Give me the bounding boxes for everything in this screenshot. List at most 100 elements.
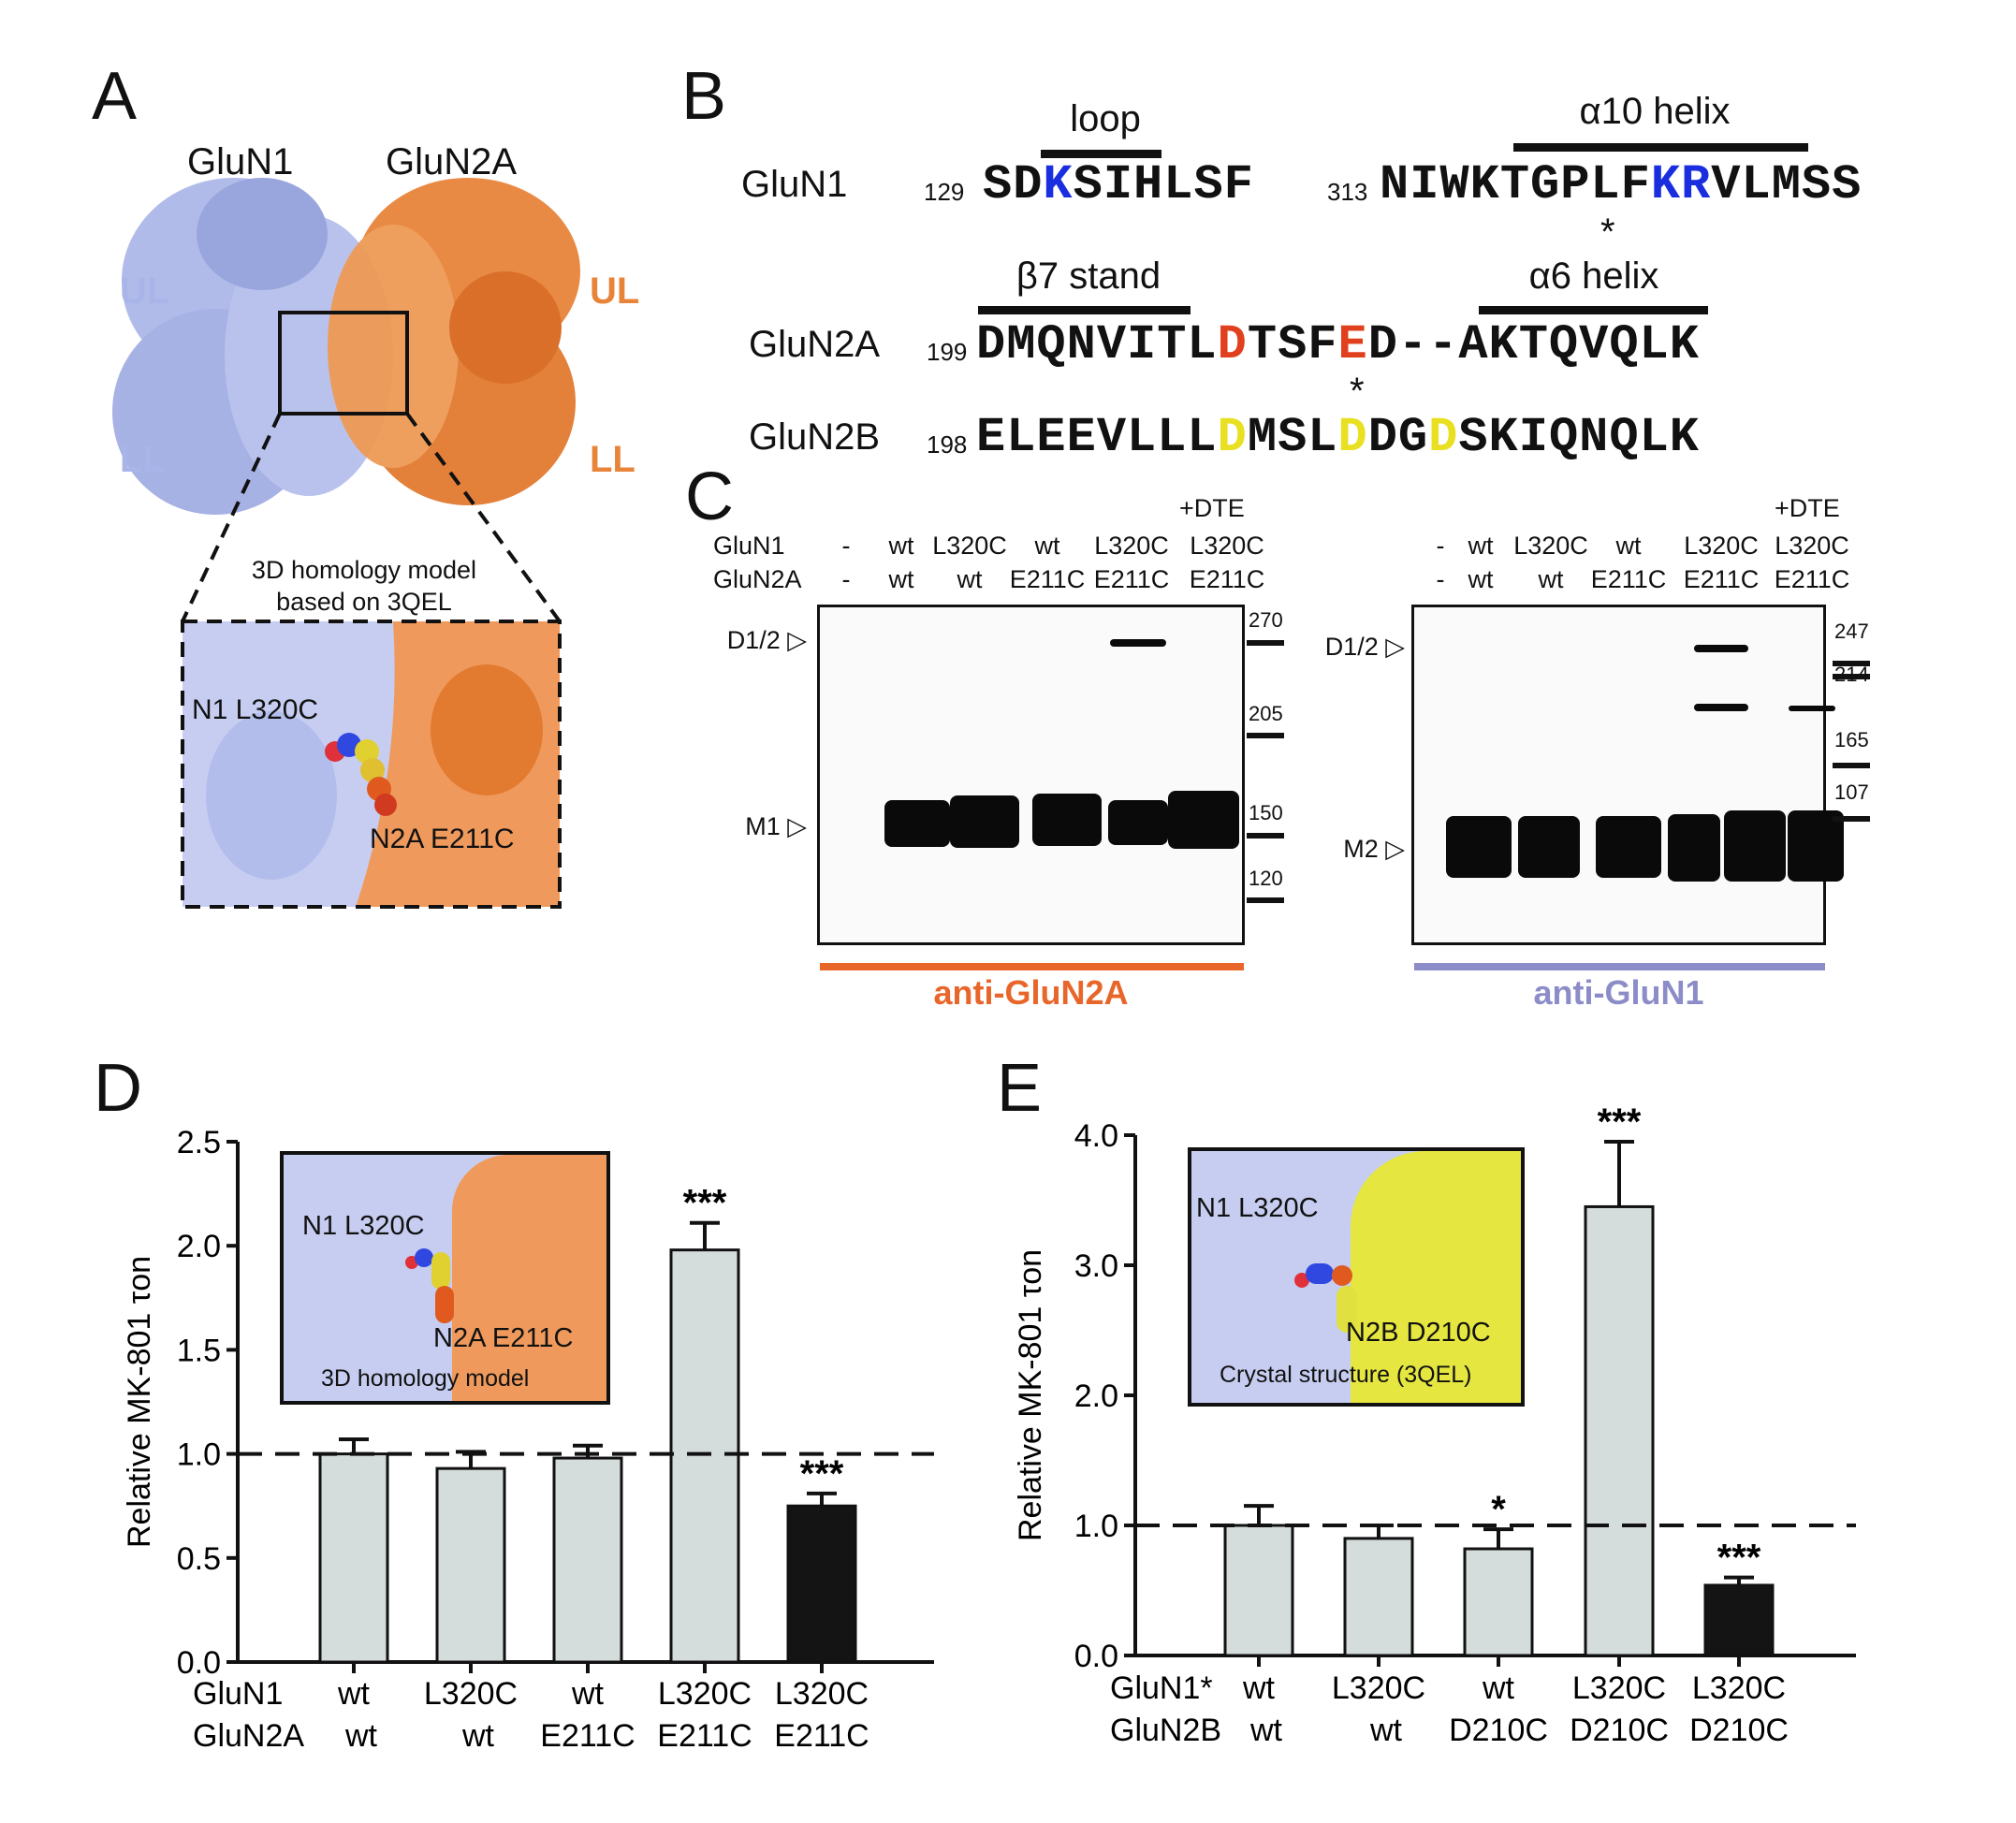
sequence: SDKSIHLSF [983,161,1254,210]
lane-label-glun1: - [1436,532,1445,560]
lane-label-glun1: L320C [1190,532,1264,560]
residue-number: 199 [927,338,968,366]
lane-label-glun1: wt [888,532,914,560]
blot-membrane [1411,605,1826,945]
bar [435,1466,506,1664]
sequence-segment: TSF [1247,317,1338,372]
sequence-segment: DG [1367,410,1429,465]
inset-residue-2: N2A E211C [370,824,515,854]
asterisk-glun2a: * [1350,371,1365,412]
lane-label-glun1: wt [1034,532,1060,560]
category-label: wt [1242,1670,1276,1706]
sequence: DMQNVITLDTSFED--AKTQVQLK [976,321,1700,370]
sequence-segment: DMQNVITL [976,317,1218,372]
lane-label-glun2a: E211C [1093,565,1170,593]
sequence-segment: NIWKTGPLF [1380,157,1651,212]
antibody-label: anti-GluN1 [1533,973,1704,1012]
lane-label-glun2a: - [841,565,851,593]
residue-number: 313 [1327,178,1368,206]
significance-label: *** [1717,1538,1761,1579]
lane-label-glun1: L320C [1684,532,1759,560]
sequence-segment: D [1428,410,1459,465]
alpha10-annotation: α10 helix [1579,91,1731,132]
lane-label-glun2a: wt [1538,565,1564,593]
y-tick-label: 1.0 [1074,1509,1118,1544]
y-tick-label: 0.0 [1074,1639,1118,1674]
y-tick-label: 4.0 [1074,1118,1118,1154]
bar [669,1248,740,1664]
y-tick-label: 0.5 [177,1541,221,1577]
sequence-segment: K [1043,157,1074,212]
category-label: D210C [1689,1713,1789,1748]
row-label: GluN2A [193,1718,304,1754]
lane-label-glun2a: wt [957,565,983,593]
category-label: wt [344,1718,378,1754]
dte-label: +DTE [1775,494,1840,522]
category-label: wt [571,1676,605,1712]
blot-band [1446,816,1512,878]
mw-label: 150 [1249,801,1283,824]
blot-band [1788,810,1844,882]
lane-label-glun2a: wt [1468,565,1494,593]
asterisk-glun1: * [1600,211,1615,253]
blot-band [1789,706,1835,711]
lane-label-glun2a: E211C [1009,565,1086,593]
residue-number: 129 [924,178,965,206]
blot-membrane [817,605,1245,945]
beta7-annotation: β7 stand [1015,255,1161,297]
glun2a-label: GluN2A [386,141,518,182]
lane-label-glun1: L320C [1513,532,1588,560]
blot-band [884,800,950,847]
inset-caption-2: based on 3QEL [276,588,452,616]
y-tick-label: 2.5 [177,1125,221,1160]
bar [1343,1537,1414,1657]
lane-label-glun2a: wt [888,565,914,593]
sequence-segment: D--AKTQVQLK [1367,317,1700,372]
bar [1223,1524,1294,1657]
lane-label-glun1: - [841,532,851,560]
significance-label: *** [800,1453,844,1495]
ll-left-label: LL [120,439,166,480]
bar [1703,1583,1775,1657]
alpha6-annotation: α6 helix [1528,255,1659,297]
mw-label: 107 [1834,780,1869,804]
antibody-bar [820,963,1244,970]
ll-right-label: LL [590,439,635,480]
lane-label-glun1: L320C [932,532,1007,560]
blot-band [1668,814,1720,882]
category-label: wt [1249,1713,1283,1748]
row-label: GluN1* [1110,1670,1213,1706]
blot-band [1032,794,1102,846]
ul-left-label: UL [120,270,170,312]
y-tick-label: 2.0 [1074,1378,1118,1414]
dte-label: +DTE [1179,494,1245,522]
residue-number: 198 [927,430,968,459]
mw-label: 214 [1834,663,1869,686]
significance-label: *** [1598,1101,1642,1143]
sequence-segment: D [1217,410,1248,465]
bar [318,1452,389,1664]
sequence-segment: VLMSS [1711,157,1863,212]
sequence-row-label: GluN2B [749,416,881,458]
sequence-segment: E [1337,317,1368,372]
panel-letter-b: B [681,59,727,134]
mw-tick [1833,661,1870,666]
ul-right-label: UL [590,270,640,312]
sequence-segment: ELEEVLLL [976,410,1218,465]
mw-label: 247 [1834,620,1869,643]
band-marker: M1 ▷ [745,812,807,840]
lane-label-glun2a: - [1436,565,1445,593]
sequence-segment: SD [983,157,1044,212]
row-label: GluN2B [1110,1713,1221,1748]
bar [552,1456,623,1664]
sequence-segment: SIHLSF [1073,157,1254,212]
significance-label: *** [683,1183,727,1224]
band-marker: M2 ▷ [1343,835,1405,863]
sequence-segment: D [1337,410,1368,465]
inset-e: N1 L320C N2B D210C Crystal structure (3Q… [1188,1147,1525,1407]
lane-label-glun1: L320C [1094,532,1169,560]
blot-band [950,795,1019,848]
inset-e-residue-2: N2B D210C [1346,1318,1491,1348]
mw-tick [1247,733,1284,738]
